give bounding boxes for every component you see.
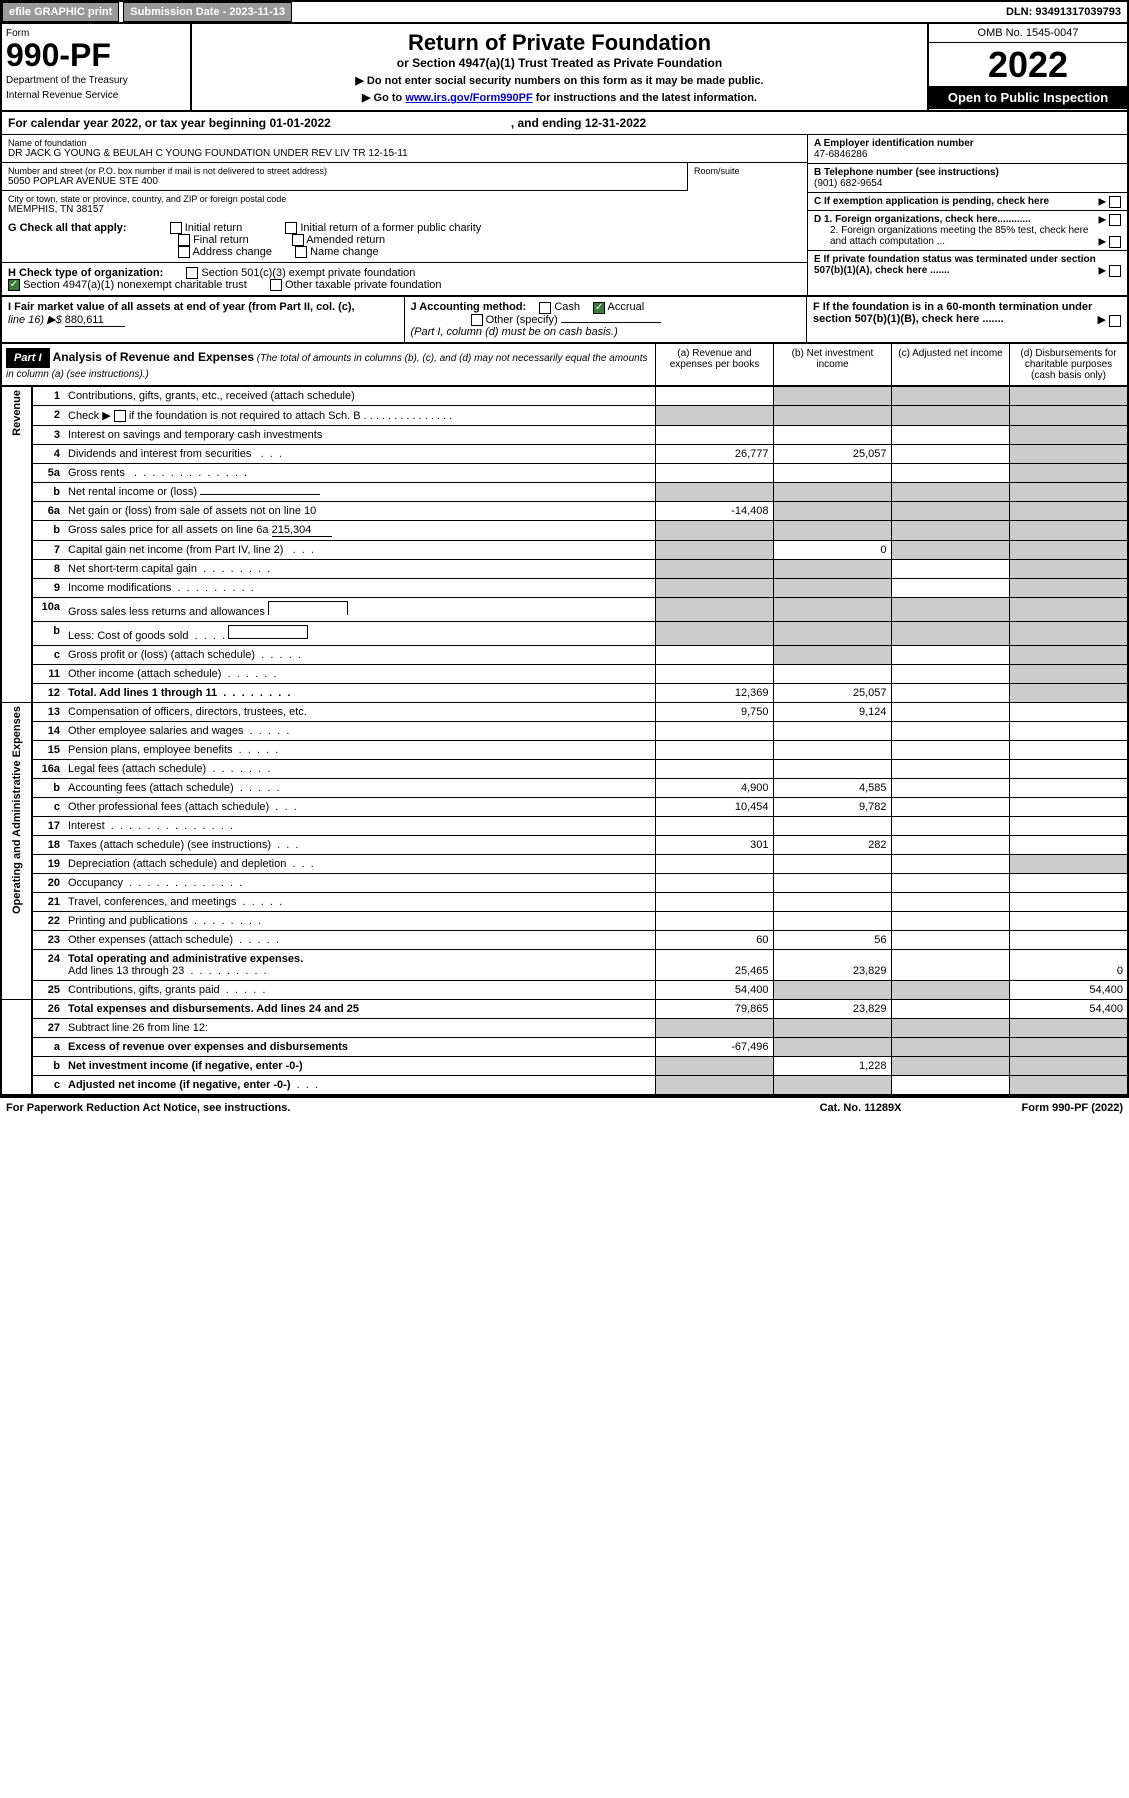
- top-bar: efile GRAPHIC print Submission Date - 20…: [2, 2, 1127, 24]
- form-ref: Form 990-PF (2022): [1022, 1102, 1123, 1114]
- omb-number: OMB No. 1545-0047: [929, 24, 1127, 43]
- section-j: J Accounting method: Cash Accrual Other …: [405, 297, 807, 341]
- terminated-checkbox[interactable]: [1109, 265, 1121, 277]
- goto-instr: ▶ Go to www.irs.gov/Form990PF for instru…: [198, 91, 921, 104]
- part-1-header: Part I: [6, 348, 50, 368]
- submission-date: Submission Date - 2023-11-13: [123, 2, 292, 22]
- section-i: I Fair market value of all assets at end…: [2, 297, 405, 341]
- 60month-checkbox[interactable]: [1109, 315, 1121, 327]
- form-id-block: Form 990-PF Department of the Treasury I…: [2, 24, 192, 110]
- section-h: H Check type of organization: Section 50…: [2, 262, 807, 295]
- col-b-header: (b) Net investment income: [773, 344, 891, 385]
- footer: For Paperwork Reduction Act Notice, see …: [0, 1097, 1129, 1118]
- section-f: F If the foundation is in a 60-month ter…: [807, 297, 1127, 329]
- section-c: C If exemption application is pending, c…: [808, 193, 1127, 211]
- expenses-side-label: Operating and Administrative Expenses: [2, 702, 32, 999]
- irs-link[interactable]: www.irs.gov/Form990PF: [405, 92, 532, 104]
- sch-b-checkbox[interactable]: [114, 410, 126, 422]
- col-a-header: (a) Revenue and expenses per books: [655, 344, 773, 385]
- other-taxable-checkbox[interactable]: [270, 279, 282, 291]
- room-cell: Room/suite: [687, 163, 807, 191]
- foundation-name-cell: Name of foundation DR JACK G YOUNG & BEU…: [2, 135, 807, 163]
- ssn-warning: ▶ Do not enter social security numbers o…: [198, 74, 921, 87]
- form-title: Return of Private Foundation: [198, 30, 921, 56]
- cat-no: Cat. No. 11289X: [820, 1102, 902, 1114]
- fmv-value: 880,611: [65, 314, 125, 327]
- initial-former-checkbox[interactable]: [285, 222, 297, 234]
- ein-cell: A Employer identification number 47-6846…: [808, 135, 1127, 164]
- part-1-title: Analysis of Revenue and Expenses: [53, 350, 254, 364]
- accrual-checkbox[interactable]: [593, 302, 605, 314]
- title-block: Return of Private Foundation or Section …: [192, 24, 927, 110]
- address-change-checkbox[interactable]: [178, 246, 190, 258]
- open-public: Open to Public Inspection: [929, 86, 1127, 109]
- amended-checkbox[interactable]: [292, 234, 304, 246]
- dept-treasury: Department of the Treasury: [6, 75, 186, 86]
- col-d-header: (d) Disbursements for charitable purpose…: [1009, 344, 1127, 385]
- col-c-header: (c) Adjusted net income: [891, 344, 1009, 385]
- section-d: D 1. Foreign organizations, check here..…: [808, 211, 1127, 251]
- tax-year: 2022: [929, 43, 1127, 86]
- section-g: G Check all that apply: Initial return I…: [2, 218, 807, 262]
- form-subtitle: or Section 4947(a)(1) Trust Treated as P…: [198, 56, 921, 70]
- address-cell: Number and street (or P.O. box number if…: [2, 163, 687, 191]
- part-1-table: Revenue 1Contributions, gifts, grants, e…: [2, 387, 1127, 1095]
- exemption-pending-checkbox[interactable]: [1109, 196, 1121, 208]
- foreign-85-checkbox[interactable]: [1109, 236, 1121, 248]
- other-method-checkbox[interactable]: [471, 314, 483, 326]
- phone-cell: B Telephone number (see instructions) (9…: [808, 164, 1127, 193]
- name-change-checkbox[interactable]: [295, 246, 307, 258]
- form-number: 990-PF: [6, 39, 186, 71]
- 4947a1-checkbox[interactable]: [8, 279, 20, 291]
- cash-checkbox[interactable]: [539, 302, 551, 314]
- city-cell: City or town, state or province, country…: [2, 191, 807, 218]
- calendar-year-row: For calendar year 2022, or tax year begi…: [2, 112, 1127, 135]
- dln: DLN: 93491317039793: [1000, 3, 1127, 21]
- 501c3-checkbox[interactable]: [186, 267, 198, 279]
- irs-label: Internal Revenue Service: [6, 90, 186, 101]
- final-return-checkbox[interactable]: [178, 234, 190, 246]
- section-e: E If private foundation status was termi…: [808, 251, 1127, 279]
- efile-print-button[interactable]: efile GRAPHIC print: [2, 2, 119, 22]
- initial-return-checkbox[interactable]: [170, 222, 182, 234]
- paperwork-notice: For Paperwork Reduction Act Notice, see …: [6, 1102, 290, 1114]
- revenue-side-label: Revenue: [2, 387, 32, 703]
- foreign-org-checkbox[interactable]: [1109, 214, 1121, 226]
